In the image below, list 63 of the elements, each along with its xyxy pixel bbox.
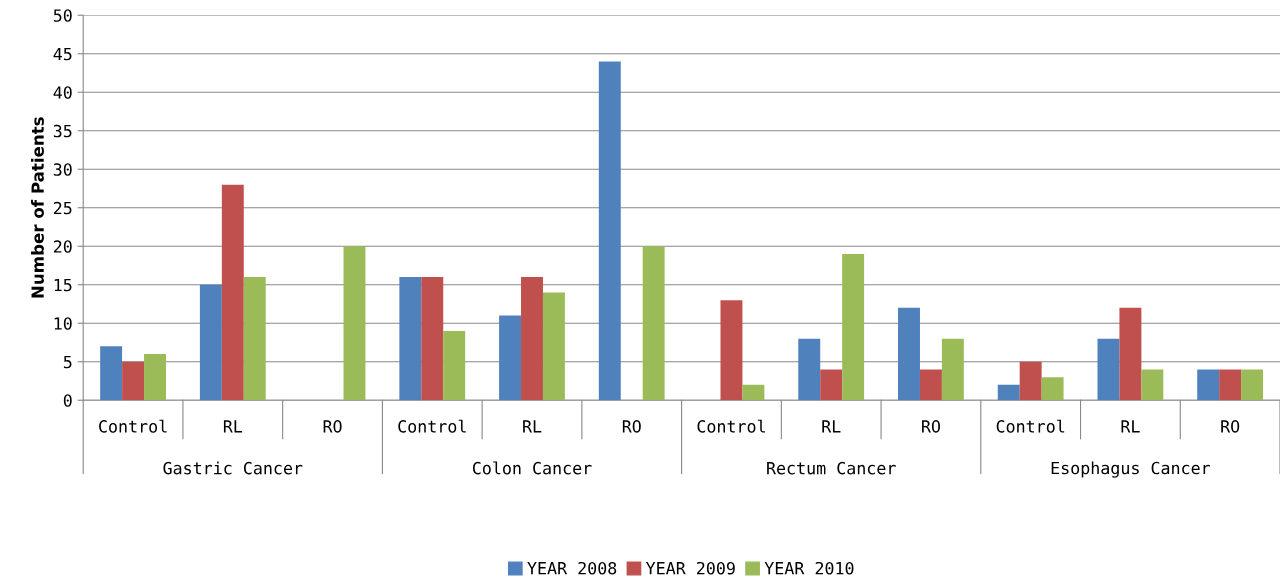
y-tick-label: 20 bbox=[53, 240, 72, 253]
bar bbox=[100, 346, 123, 401]
bar bbox=[820, 369, 843, 401]
bar bbox=[941, 338, 964, 401]
bar bbox=[421, 277, 444, 401]
x-tick-label: Control bbox=[996, 419, 1065, 433]
bar bbox=[742, 384, 765, 401]
bar bbox=[842, 253, 865, 401]
bar bbox=[997, 384, 1020, 401]
y-tick-label: 35 bbox=[53, 124, 72, 138]
bar bbox=[1197, 369, 1220, 401]
y-tick-label: 40 bbox=[53, 86, 72, 99]
bar bbox=[499, 315, 522, 401]
x-tick-label: RO bbox=[622, 420, 641, 433]
x-tick-label: RO bbox=[922, 420, 941, 433]
bar bbox=[1119, 307, 1142, 401]
bar bbox=[798, 338, 821, 401]
bar bbox=[542, 292, 565, 401]
bar bbox=[343, 246, 366, 401]
bar bbox=[1141, 369, 1164, 401]
y-axis-title: Number of Patients bbox=[31, 117, 44, 298]
bar bbox=[598, 61, 621, 401]
y-tick-label: 5 bbox=[63, 355, 72, 369]
bar bbox=[720, 300, 743, 401]
bar bbox=[1219, 369, 1242, 401]
x-tick-label: Control bbox=[398, 419, 466, 433]
text: Colon Cancer bbox=[472, 461, 592, 475]
bar bbox=[443, 330, 466, 401]
legend-label: YEAR 2009 bbox=[645, 561, 735, 575]
y-tick-label: 50 bbox=[53, 9, 72, 22]
x-tick-label: RL bbox=[1121, 420, 1140, 433]
bar bbox=[1019, 361, 1042, 401]
bar bbox=[199, 284, 222, 401]
bar bbox=[399, 277, 422, 401]
y-tick-label: 15 bbox=[54, 278, 72, 292]
text: Esophagus Cancer bbox=[1051, 461, 1211, 478]
y-tick-label: 0 bbox=[63, 394, 72, 407]
text: Rectum Cancer bbox=[767, 461, 896, 475]
y-tick-label: 10 bbox=[54, 317, 72, 330]
x-tick-label: RL bbox=[223, 420, 243, 433]
bar bbox=[919, 369, 942, 401]
bar bbox=[1041, 377, 1064, 401]
bar bbox=[521, 277, 543, 401]
x-tick-label: RL bbox=[822, 420, 841, 433]
x-tick-label: RO bbox=[1221, 420, 1240, 433]
legend-label: YEAR 2008 bbox=[527, 561, 617, 575]
x-tick-label: Control bbox=[99, 419, 167, 433]
bar bbox=[1241, 369, 1264, 401]
bar bbox=[642, 246, 665, 401]
bar bbox=[221, 184, 244, 401]
bar bbox=[1097, 338, 1120, 401]
x-tick-label: RO bbox=[323, 420, 342, 433]
text: Gastric Cancer bbox=[163, 461, 303, 475]
y-tick-label: 25 bbox=[53, 201, 72, 215]
legend-label: YEAR 2010 bbox=[764, 561, 854, 575]
x-tick-label: Control bbox=[697, 419, 765, 433]
bar bbox=[122, 361, 145, 401]
bar bbox=[243, 277, 266, 401]
bar bbox=[898, 307, 920, 401]
y-tick-label: 45 bbox=[53, 47, 72, 61]
x-tick-label: RL bbox=[523, 420, 542, 433]
y-tick-label: 30 bbox=[53, 163, 72, 176]
bar bbox=[144, 354, 166, 401]
